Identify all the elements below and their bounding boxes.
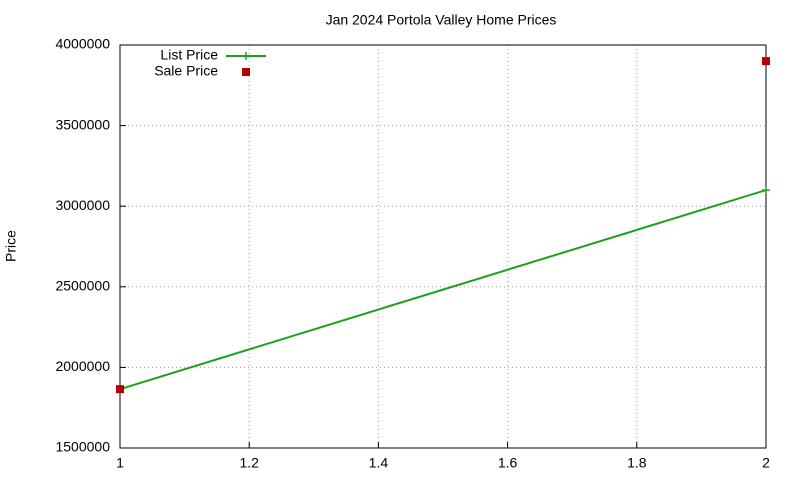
point [116, 385, 124, 394]
x-tick-label: 1.8 [627, 455, 647, 471]
y-tick-label: 4000000 [55, 36, 110, 52]
x-tick-label: 1.2 [239, 455, 259, 471]
legend-marker [242, 52, 250, 60]
legend-label: List Price [160, 47, 218, 63]
point [762, 186, 770, 195]
x-tick-label: 2 [762, 455, 770, 471]
series-line [119, 189, 767, 391]
x-tick-label: 1.6 [498, 455, 518, 471]
y-tick-label: 2500000 [55, 278, 110, 294]
point [762, 57, 770, 66]
x-tick-label: 1.4 [369, 455, 389, 471]
y-tick-label: 1500000 [55, 439, 110, 455]
plot-border [119, 44, 767, 449]
y-tick-label: 3500000 [55, 116, 110, 132]
x-tick-label: 1 [116, 455, 124, 471]
chart-title: Jan 2024 Portola Valley Home Prices [326, 12, 557, 28]
y-axis-label: Price [3, 230, 19, 262]
y-tick-label: 3000000 [55, 197, 110, 213]
y-tick-label: 2000000 [55, 358, 110, 374]
legend-marker [242, 68, 250, 76]
legend-label: Sale Price [154, 63, 218, 79]
